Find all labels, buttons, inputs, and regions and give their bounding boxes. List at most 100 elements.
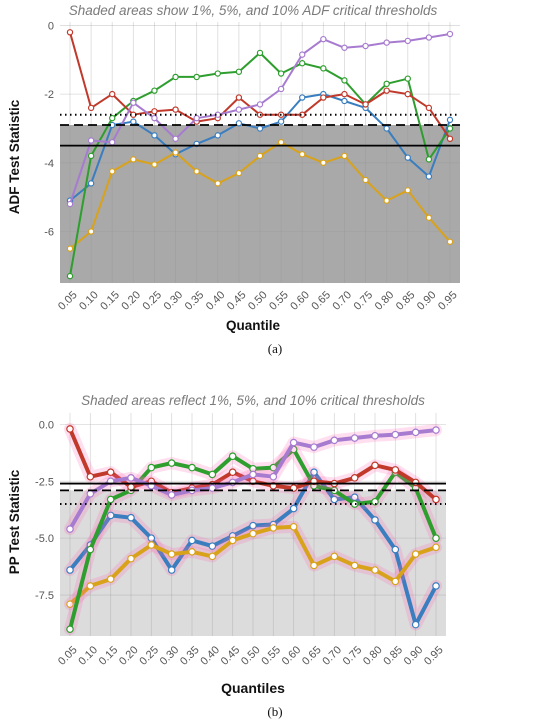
series-fd-point (228, 468, 237, 476)
chart-b-x-tick-label: 0.30 (158, 644, 182, 668)
series-et-point (214, 70, 221, 77)
series-et-point (228, 452, 237, 461)
series-ict-point (256, 101, 264, 108)
series-ict-point (425, 34, 433, 41)
series-ict-point (391, 430, 400, 439)
series-ict-point (127, 474, 135, 482)
series-ict-point (330, 436, 339, 445)
series-et-point (193, 73, 200, 81)
series-et-point (66, 625, 74, 633)
series-esg-point (269, 524, 278, 532)
series-esg-point (208, 552, 217, 561)
series-fd-point (391, 466, 400, 474)
series-esg-point (66, 600, 74, 608)
series-et-point (151, 87, 158, 94)
chart-b-caption: (b) (267, 704, 282, 719)
series-ict-point (383, 39, 390, 46)
series-cpu-point (411, 620, 420, 629)
series-fd-point (432, 495, 440, 504)
series-fd-point (320, 94, 327, 101)
series-cpu-point (404, 154, 411, 161)
series-fd-point (350, 474, 359, 482)
series-et-point (320, 65, 327, 72)
chart-a-title: Shaded areas show 1%, 5%, and 10% ADF cr… (69, 3, 438, 18)
series-cpu-point (432, 582, 440, 590)
series-esg (66, 138, 454, 252)
series-et-point (86, 545, 95, 554)
series-fd-point (299, 111, 306, 118)
series-fd-point (362, 101, 369, 108)
chart-a-x-tick-label: 0.50 (246, 289, 270, 313)
series-ict-point (362, 42, 369, 50)
series-fd-point (66, 425, 74, 433)
series-esg-point (188, 548, 196, 556)
series-esg-point (362, 176, 369, 184)
series-esg-point (330, 552, 339, 561)
series-et-point (299, 60, 306, 67)
chart-a-y-tick-label: -2 (44, 89, 54, 101)
series-esg-point (277, 138, 285, 146)
chart-b-y-tick-label: -5.0 (35, 533, 54, 545)
series-fd-point (341, 90, 348, 98)
series-esg-point (109, 168, 116, 175)
chart-b-y-tick-label: -2.5 (35, 476, 54, 488)
series-esg-point (235, 169, 243, 177)
chart-a-x-tick-label: 0.55 (267, 289, 291, 313)
series-ict-point (86, 489, 95, 498)
series-ict-point (193, 114, 200, 122)
series-cpu-point (383, 125, 390, 132)
series-ict-point (277, 85, 285, 93)
panel-b: Shaded areas reflect 1%, 5%, and 10% cri… (7, 393, 446, 719)
series-et-point (235, 68, 243, 75)
chart-b-x-tick-label: 0.05 (56, 644, 80, 668)
chart-b-x-tick-label: 0.85 (381, 644, 405, 668)
series-esg (64, 520, 442, 611)
series-cpu-point (235, 120, 243, 127)
series-et-point (188, 463, 196, 472)
chart-a-x-tick-label: 0.35 (183, 289, 207, 313)
chart-b-x-tick-label: 0.10 (76, 644, 100, 668)
series-ict-point (151, 114, 158, 122)
panel-a: Shaded areas show 1%, 5%, and 10% ADF cr… (7, 3, 460, 356)
chart-a-x-tick-label: 0.70 (331, 289, 355, 313)
series-cpu-point (188, 536, 196, 545)
chart-b-x-tick-label: 0.15 (97, 644, 121, 668)
chart-b-xlabel: Quantiles (221, 680, 285, 696)
series-esg-point (383, 197, 390, 204)
chart-b-x-tick-label: 0.35 (178, 644, 202, 668)
chart-a-caption: (a) (268, 341, 282, 356)
chart-a-x-tick-label: 0.20 (119, 289, 143, 313)
series-et-point (404, 75, 411, 82)
series-ict-point (432, 426, 440, 434)
chart-b-x-tick-label: 0.65 (300, 644, 324, 668)
series-esg-point (404, 187, 411, 194)
series-esg-point (214, 180, 221, 187)
series-et-point (277, 70, 285, 77)
chart-b-plot-area: 0.050.100.150.200.250.300.350.400.450.50… (35, 413, 446, 668)
series-esg-point (310, 561, 318, 570)
series-esg-point (151, 161, 158, 168)
series-esg-point (167, 550, 176, 558)
chart-b-x-tick-label: 0.90 (402, 644, 426, 668)
series-esg-point (86, 582, 95, 590)
chart-a-x-tick-label: 0.05 (56, 289, 80, 313)
series-fd-point (371, 461, 379, 470)
series-fd-point (87, 104, 95, 112)
series-et-point (256, 49, 264, 57)
series-cpu-point (87, 180, 95, 187)
series-ict-point (310, 443, 318, 451)
series-esg-point (130, 156, 137, 163)
series-ict-point (249, 470, 257, 479)
chart-b-y-tick-label: 0.0 (39, 419, 54, 431)
series-fd-point (66, 29, 74, 36)
series-cpu-point (249, 521, 257, 530)
series-ict-point (371, 431, 379, 440)
chart-b-x-tick-label: 0.25 (137, 644, 161, 668)
series-fd-point (446, 135, 454, 142)
series-cpu-point (330, 495, 339, 504)
series-ict-point (289, 438, 298, 447)
series-cpu-point (208, 542, 217, 550)
series-cpu-point (391, 545, 400, 554)
series-et-point (350, 500, 359, 508)
